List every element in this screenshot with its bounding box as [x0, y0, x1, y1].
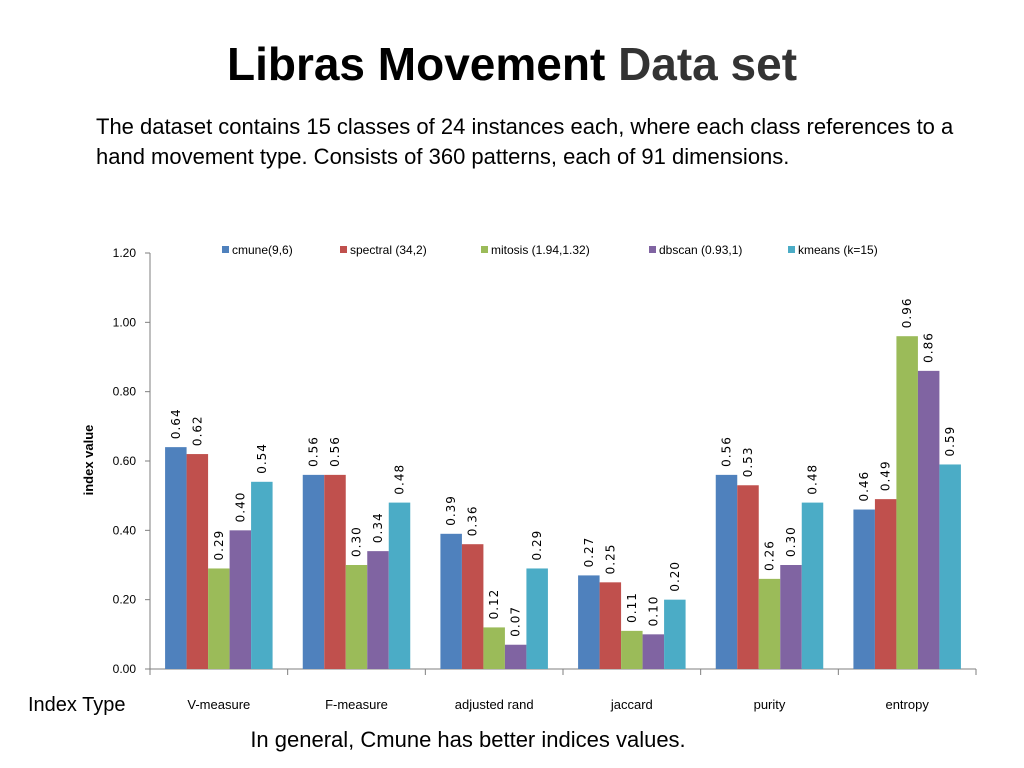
- legend-label: kmeans (k=15): [798, 243, 878, 257]
- data-label: 0.40: [233, 492, 247, 523]
- data-label: 0.30: [350, 526, 364, 557]
- data-label: 0.27: [582, 537, 596, 568]
- data-label: 0.20: [668, 561, 682, 592]
- data-label: 0.34: [371, 512, 385, 543]
- bar: [715, 474, 738, 669]
- data-label: 0.39: [444, 495, 458, 526]
- footnote: In general, Cmune has better indices val…: [250, 727, 686, 752]
- x-category-label: F-measure: [325, 697, 388, 712]
- x-axis-label: Index Type: [28, 694, 126, 716]
- data-label: 0.53: [741, 447, 755, 478]
- data-label: 0.59: [943, 426, 957, 457]
- data-label: 0.10: [646, 596, 660, 627]
- slide-title: Libras Movement Data set: [0, 36, 1024, 92]
- data-label: 0.12: [487, 589, 501, 620]
- bar: [388, 502, 411, 669]
- data-label: 0.48: [393, 464, 407, 495]
- bar: [367, 551, 389, 669]
- slide-title-part2: Data set: [618, 38, 798, 90]
- y-tick-label: 0.80: [113, 385, 137, 399]
- chart-bars: 0.64 0.56 0.39 0.27 0.56 0.46 0.62 0.56 0.36 0.25…: [165, 297, 961, 669]
- y-axis-label: index value: [81, 425, 96, 496]
- chart-legend: cmune(9,6) spectral (34,2) mitosis (1.94,1…: [222, 243, 878, 257]
- bar: [461, 544, 484, 669]
- bar: [229, 530, 252, 669]
- data-label: 0.64: [169, 408, 183, 439]
- legend-label: spectral (34,2): [350, 243, 427, 257]
- bar: [208, 568, 230, 669]
- bar: [780, 565, 802, 669]
- x-category-label: jaccard: [610, 697, 653, 712]
- data-label: 0.07: [509, 606, 523, 637]
- data-label: 0.29: [212, 530, 226, 561]
- legend-swatch: [649, 246, 656, 253]
- y-tick-label: 0.20: [113, 593, 137, 607]
- data-label: 0.46: [857, 471, 871, 502]
- y-tick-label: 0.00: [113, 662, 137, 676]
- data-label: 0.26: [763, 540, 777, 571]
- bar: [302, 474, 325, 669]
- bar: [874, 499, 897, 669]
- legend-swatch: [481, 246, 488, 253]
- chart-axes: 0.00 0.20 0.40 0.60 0.80 1.00 1.20 V-measure F-m…: [113, 246, 977, 712]
- bar: [939, 464, 961, 669]
- legend-swatch: [340, 246, 347, 253]
- x-category-label: entropy: [885, 697, 929, 712]
- slide-title-part1: Libras Movement: [226, 38, 606, 90]
- data-label: 0.25: [603, 544, 617, 575]
- bar: [165, 447, 187, 669]
- y-tick-label: 0.60: [113, 454, 137, 468]
- data-label: 0.56: [328, 436, 342, 467]
- y-tick-label: 0.40: [113, 523, 137, 537]
- bar: [801, 502, 824, 669]
- bar: [896, 336, 918, 669]
- bar: [483, 627, 505, 669]
- bar: [737, 485, 759, 669]
- bar: [599, 582, 622, 669]
- data-label: 0.48: [806, 464, 820, 495]
- data-label: 0.96: [900, 297, 914, 328]
- bar: [526, 568, 548, 669]
- legend-swatch: [788, 246, 795, 253]
- y-tick-label: 1.00: [113, 315, 137, 329]
- bar: [853, 509, 875, 669]
- bar: [621, 630, 643, 669]
- bar: [251, 481, 273, 669]
- data-label: 0.54: [255, 443, 269, 474]
- x-category-label: V-measure: [187, 697, 250, 712]
- y-tick-label: 1.20: [113, 246, 137, 260]
- data-label: 0.62: [190, 415, 204, 446]
- data-label: 0.30: [784, 526, 798, 557]
- bar: [324, 474, 346, 669]
- bar: [578, 575, 600, 669]
- bar: [758, 578, 781, 669]
- bar: [664, 599, 686, 669]
- data-label: 0.29: [530, 530, 544, 561]
- data-label: 0.56: [720, 436, 734, 467]
- bar: [186, 454, 209, 669]
- data-label: 0.36: [466, 505, 480, 536]
- data-label: 0.56: [307, 436, 321, 467]
- data-label: 0.49: [879, 460, 893, 491]
- x-category-label: purity: [754, 697, 786, 712]
- data-label: 0.86: [922, 332, 936, 363]
- bar: [345, 565, 368, 669]
- bar: [642, 634, 665, 669]
- x-category-label: adjusted rand: [455, 697, 534, 712]
- legend-swatch: [222, 246, 229, 253]
- data-label: 0.11: [625, 592, 639, 623]
- legend-label: mitosis (1.94,1.32): [491, 243, 590, 257]
- bar: [504, 644, 527, 669]
- bar: [440, 533, 462, 669]
- dataset-description: The dataset contains 15 classes of 24 in…: [96, 114, 954, 169]
- legend-label: cmune(9,6): [232, 243, 293, 257]
- bar: [917, 370, 940, 669]
- legend-label: dbscan (0.93,1): [659, 243, 742, 257]
